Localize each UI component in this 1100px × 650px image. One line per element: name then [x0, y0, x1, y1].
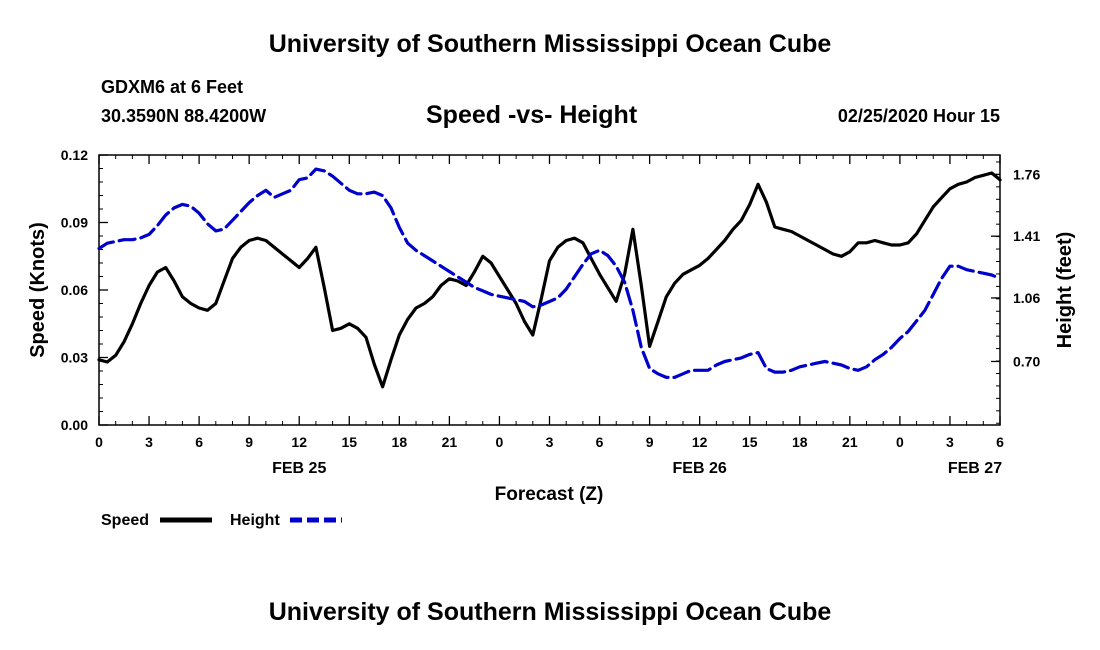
day-label: FEB 27 — [948, 460, 1002, 477]
plot-frame — [98, 154, 1001, 426]
y-tick-label: 0.12 — [61, 147, 88, 163]
x-tick-label: 0 — [496, 434, 504, 450]
x-tick-label: 3 — [546, 434, 554, 450]
x-tick-label: 12 — [291, 434, 307, 450]
day-label: FEB 25 — [272, 460, 326, 477]
legend-height-label: Height — [230, 512, 280, 529]
y-tick-label: 0.03 — [61, 350, 88, 366]
x-tick-label: 6 — [195, 434, 203, 450]
x-tick-label: 21 — [442, 434, 458, 450]
x-tick-label: 0 — [896, 434, 904, 450]
x-tick-label: 9 — [646, 434, 654, 450]
x-tick-label: 12 — [692, 434, 708, 450]
y-tick-label: 0.00 — [61, 417, 88, 433]
x-tick-label: 9 — [245, 434, 253, 450]
y2-tick-label: 1.06 — [1013, 290, 1040, 306]
y2-axis-label: Height (feet) — [1054, 232, 1076, 349]
x-tick-label: 6 — [596, 434, 604, 450]
day-label: FEB 26 — [673, 460, 727, 477]
speed-series-line — [97, 171, 1002, 389]
y2-tick-label: 0.70 — [1013, 353, 1040, 369]
page-title: University of Southern Mississippi Ocean… — [268, 30, 832, 58]
x-tick-label: 21 — [842, 434, 858, 450]
forecast-datetime: 02/25/2020 Hour 15 — [837, 106, 1000, 126]
coordinates-label: 30.3590N 88.4200W — [101, 106, 267, 126]
x-tick-label: 3 — [946, 434, 954, 450]
x-tick-label: 6 — [996, 434, 1004, 450]
legend-speed-label: Speed — [101, 512, 149, 529]
x-tick-label: 15 — [742, 434, 758, 450]
y-tick-label: 0.09 — [61, 215, 88, 231]
y-tick-label: 0.06 — [61, 282, 88, 298]
x-tick-label: 18 — [792, 434, 808, 450]
x-tick-label: 18 — [392, 434, 408, 450]
x-axis-label: Forecast (Z) — [495, 484, 604, 505]
x-tick-label: 3 — [145, 434, 153, 450]
y2-tick-label: 1.41 — [1013, 228, 1040, 244]
y2-tick-label: 1.76 — [1013, 166, 1040, 182]
footer-title: University of Southern Mississippi Ocean… — [268, 598, 832, 626]
station-label: GDXM6 at 6 Feet — [101, 77, 244, 97]
height-series-line — [97, 167, 1002, 379]
x-tick-label: 15 — [341, 434, 357, 450]
legend: Speed Height — [101, 512, 342, 529]
y-axis-label: Speed (Knots) — [27, 222, 49, 358]
chart-title: Speed -vs- Height — [426, 101, 638, 129]
x-tick-label: 0 — [95, 434, 103, 450]
